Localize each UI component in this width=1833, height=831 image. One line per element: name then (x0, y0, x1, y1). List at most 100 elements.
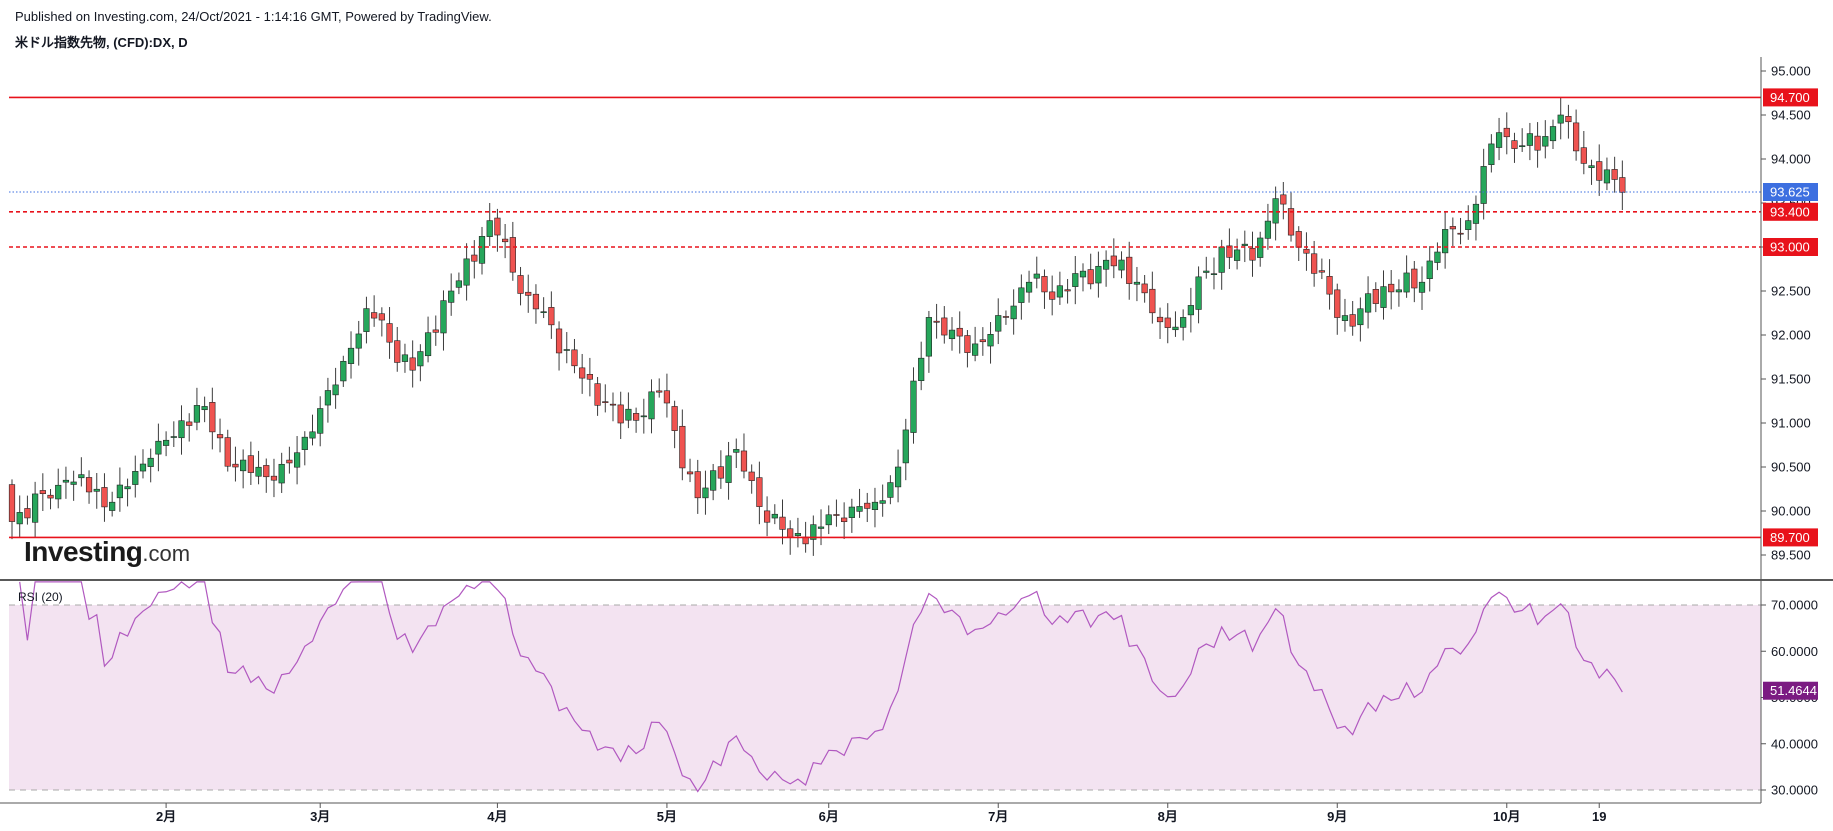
candle-up (355, 333, 362, 349)
logo-suffix: .com (142, 541, 191, 566)
candle-up (124, 486, 131, 490)
candle-down (1295, 231, 1302, 248)
candle-down (679, 425, 686, 469)
rsi-band-background (9, 605, 1761, 790)
candle-down (1503, 127, 1510, 138)
level-badge (1763, 238, 1818, 256)
candle-up (332, 384, 339, 396)
candle-up (455, 280, 462, 288)
candle-up (424, 332, 432, 357)
candle-down (579, 367, 586, 379)
investing-logo: Investing.com (24, 536, 190, 568)
price-tick-label: 95.000 (1771, 64, 1811, 79)
candle-down (1411, 268, 1418, 289)
candle-up (340, 360, 347, 382)
level-badge (1763, 528, 1818, 547)
candle-down (1126, 256, 1133, 284)
candle-up (794, 533, 802, 536)
candle-down (617, 404, 624, 424)
candle-up (856, 506, 863, 512)
candle-up (987, 334, 994, 347)
candle-down (1226, 245, 1233, 258)
candle-up (1072, 273, 1079, 287)
candle-down (656, 390, 663, 393)
symbol-title: 米ドル指数先物, (CFD):DX, D (15, 35, 188, 50)
candle-up (93, 488, 100, 492)
time-tick-label: 8月 (1158, 809, 1178, 824)
time-tick-label: 2月 (156, 809, 176, 824)
candle-down (1596, 161, 1603, 181)
candle-up (1472, 203, 1480, 224)
candle-down (555, 328, 563, 354)
candle-up (733, 449, 740, 453)
price-tick-label: 92.000 (1771, 328, 1811, 343)
time-tick-label: 9月 (1327, 809, 1347, 824)
price-axis-ticks: 89.500 90.000 90.500 91.000 91.500 92.000 92.5… (1761, 64, 1811, 563)
candle-down (39, 490, 46, 495)
candle-up (1542, 136, 1549, 147)
candle-down (1457, 232, 1464, 235)
candle-up (563, 349, 570, 351)
candle-up (1264, 220, 1272, 239)
candle-up (324, 390, 332, 406)
rsi-series (19, 581, 1623, 793)
candle-up (240, 459, 247, 472)
candle-down (1087, 269, 1094, 285)
candle-up (1442, 229, 1449, 254)
candle-down (1064, 289, 1071, 292)
price-tick-label: 89.500 (1771, 548, 1811, 563)
candle-down (216, 434, 224, 439)
candle-down (1318, 270, 1325, 273)
candle-up (486, 220, 493, 237)
candle-up (309, 431, 316, 439)
candle-up (32, 493, 39, 523)
candle-up (1010, 305, 1017, 320)
candle-down (740, 450, 748, 472)
price-tick-label: 90.500 (1771, 460, 1811, 475)
candle-up (1172, 326, 1179, 331)
candle-down (1619, 177, 1626, 193)
candle-up (1434, 251, 1441, 263)
candle-up (1025, 281, 1033, 293)
candle-up (1095, 265, 1102, 284)
candle-down (1156, 316, 1164, 323)
candle-up (147, 457, 154, 467)
candle-down (586, 374, 593, 380)
candle-up (1380, 286, 1387, 308)
candle-up (1187, 305, 1194, 316)
candle-down (1280, 194, 1287, 205)
candle-down (85, 477, 93, 493)
candle-down (1611, 169, 1618, 180)
candle-down (663, 390, 671, 404)
candle-up (317, 408, 324, 434)
candle-down (502, 238, 509, 243)
candle-up (1079, 270, 1087, 278)
candle-down (1326, 276, 1333, 295)
candle-down (1372, 289, 1379, 304)
candle-down (1573, 122, 1580, 152)
level-badge-label: 93.000 (1770, 240, 1810, 255)
candle-down (1049, 291, 1056, 300)
last-price-badge (1763, 183, 1818, 201)
candle-down (694, 471, 701, 499)
candle-down (286, 459, 293, 464)
rsi-tick-label: 70.0000 (1771, 598, 1818, 613)
candle-up (1180, 317, 1187, 328)
candle-up (848, 506, 855, 518)
candle-down (270, 475, 278, 481)
candle-down (1249, 247, 1256, 261)
published-info: Published on Investing.com, 24/Oct/2021 … (15, 9, 492, 24)
level-badge (1763, 88, 1818, 107)
candle-down (748, 471, 755, 481)
candle-down (1311, 253, 1318, 274)
candle-up (1133, 281, 1141, 285)
candle-up (1426, 260, 1433, 279)
candle-up (301, 436, 308, 450)
candle-up (1218, 246, 1225, 273)
candle-down (717, 466, 724, 479)
candle-down (509, 237, 516, 273)
candle-up (1480, 166, 1487, 204)
candle-up (879, 500, 886, 504)
candle-up (1056, 285, 1063, 298)
